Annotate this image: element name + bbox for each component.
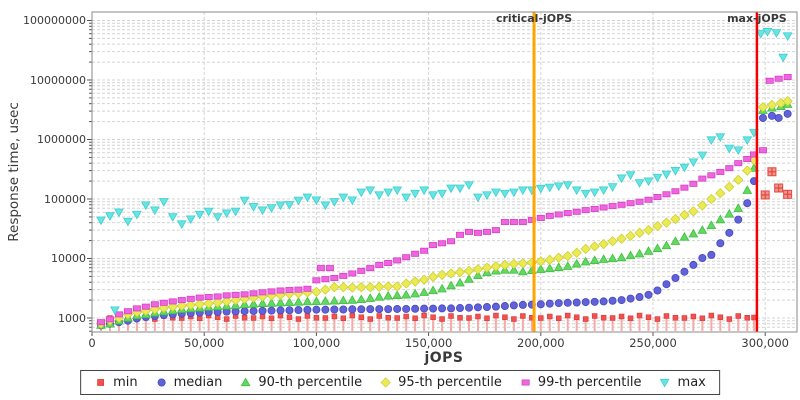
x-tick-label: 300,000 (741, 336, 789, 350)
median-marker-icon (155, 376, 168, 389)
y-tick-label: 1000 (58, 311, 86, 325)
legend-label: max (677, 375, 706, 390)
legend-label: 99-th percentile (537, 375, 642, 390)
plot-frame (91, 11, 798, 333)
series-90-th-percentile (96, 99, 793, 329)
x-axis-title: jOPS (424, 350, 464, 366)
legend-item-max: max (659, 375, 706, 390)
y-tick-label: 100000000 (23, 14, 86, 27)
series-max (96, 28, 793, 316)
x-tick-label: 250,000 (629, 336, 677, 350)
axis-tick-marks (87, 20, 766, 336)
legend-item-99th-percentile: 99-th percentile (519, 375, 642, 390)
legend-label: min (113, 375, 138, 390)
legend-item-95th-percentile: 95-th percentile (379, 375, 502, 390)
x-tick-label: 50,000 (184, 336, 225, 350)
legend-item-min: min (94, 375, 138, 390)
min-marker-icon (94, 376, 107, 389)
x-gridlines (203, 12, 766, 332)
legend-item-90th-percentile: 90-th percentile (239, 375, 362, 390)
max-jops-label: max-jOPS (727, 12, 787, 25)
90th-percentile-marker-icon (239, 376, 252, 389)
95th-percentile-marker-icon (379, 376, 392, 389)
legend-item-median: median (155, 375, 223, 390)
x-tick-label: 100,000 (292, 336, 341, 350)
y-tick-label: 1000000 (37, 133, 86, 146)
y-tick-label: 10000 (51, 252, 86, 265)
legend-label: median (173, 375, 223, 390)
x-tick-label: 200,000 (517, 336, 565, 350)
x-tick-label: 0 (88, 336, 96, 350)
y-axis-title: Response time, usec (6, 102, 22, 242)
critical-jops-label: critical-jOPS (495, 12, 573, 25)
y-tick-label: 100000 (44, 192, 86, 206)
max-marker-icon (659, 376, 672, 389)
series-95-th-percentile (95, 96, 793, 329)
legend-label: 95-th percentile (398, 375, 502, 390)
x-tick-label: 150,000 (404, 336, 453, 350)
legend: min median 90-th percentile 95-th percen… (80, 370, 720, 395)
legend-label: 90-th percentile (258, 375, 363, 390)
y-tick-label: 10000000 (30, 73, 86, 87)
99th-percentile-marker-icon (519, 376, 532, 389)
y-gridlines (92, 20, 797, 328)
series-99-th-percentile (96, 74, 792, 326)
